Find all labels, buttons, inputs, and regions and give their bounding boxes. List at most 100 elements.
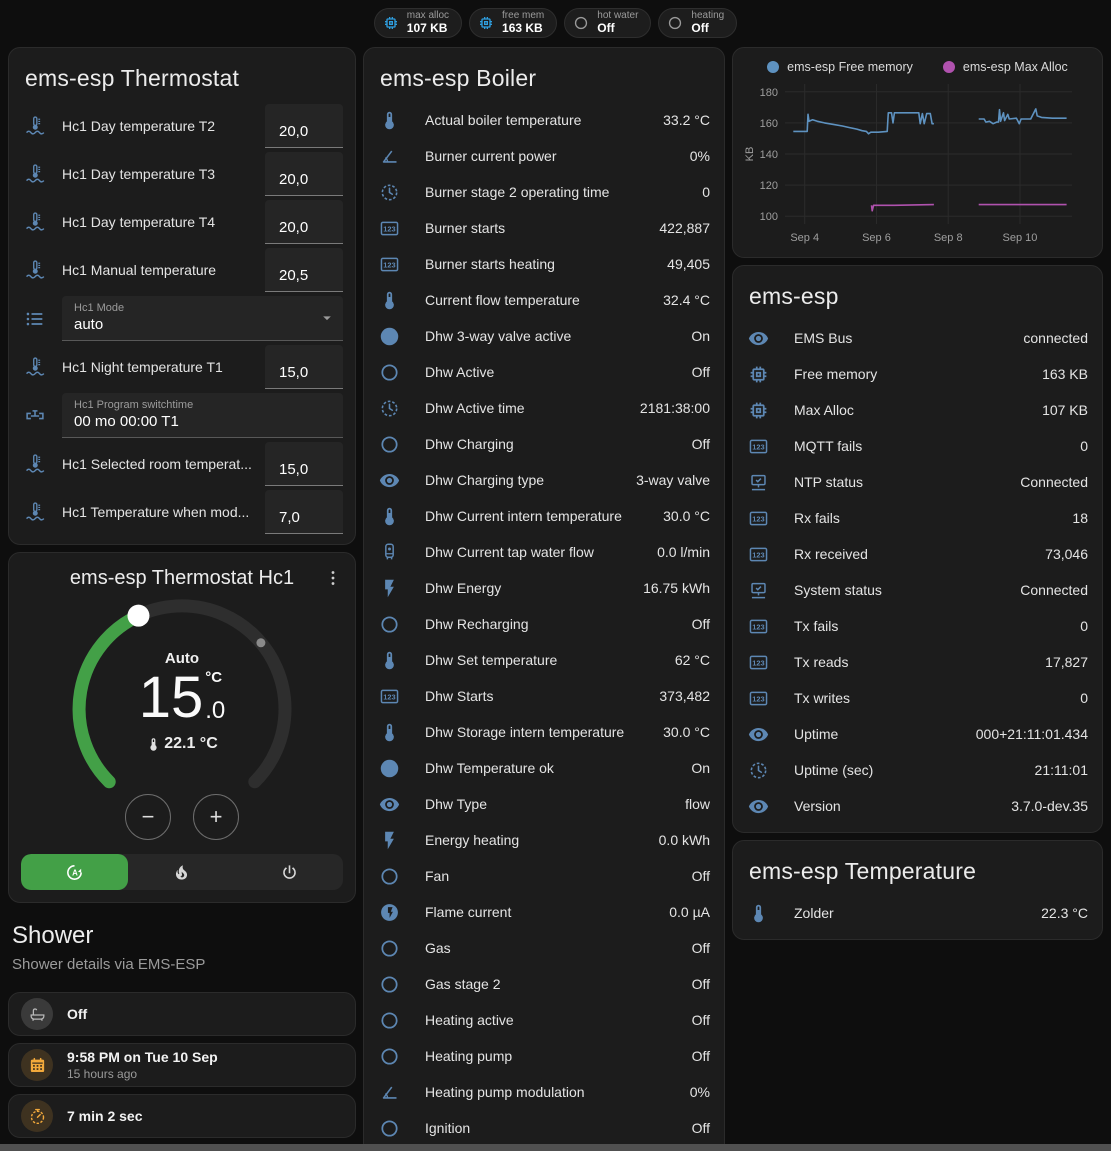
- entity-row[interactable]: Burner stage 2 operating time 0: [364, 174, 724, 210]
- entity-row[interactable]: Burner current power 0%: [364, 138, 724, 174]
- entity-row[interactable]: Dhw Storage intern temperature 30.0 °C: [364, 714, 724, 750]
- entity-row[interactable]: Dhw Current tap water flow 0.0 l/min: [364, 534, 724, 570]
- badge-heating[interactable]: heating Off: [658, 8, 738, 38]
- more-menu-button[interactable]: [317, 563, 349, 595]
- entity-row[interactable]: Ignition Off: [364, 1110, 724, 1146]
- entity-row[interactable]: Flame current 0.0 µA: [364, 894, 724, 930]
- thermostat-row: Hc1 Manual temperature: [9, 246, 355, 294]
- horizontal-scrollbar[interactable]: [0, 1144, 1111, 1151]
- entity-row[interactable]: NTP status Connected: [733, 464, 1102, 500]
- number-entity-label: Hc1 Manual temperature: [62, 262, 217, 278]
- shower-item[interactable]: Off: [8, 992, 356, 1036]
- legend-label: ems-esp Free memory: [787, 60, 913, 74]
- circle-icon: [667, 15, 683, 31]
- entity-row[interactable]: Dhw Active Off: [364, 354, 724, 390]
- legend-item[interactable]: ems-esp Max Alloc: [942, 60, 1068, 74]
- hvac-mode-auto-button[interactable]: [21, 854, 129, 890]
- badge-label: max alloc: [406, 10, 450, 22]
- entity-row[interactable]: Heating pump modulation 0%: [364, 1074, 724, 1110]
- circle-icon: [379, 974, 400, 995]
- entity-row[interactable]: Dhw Type flow: [364, 786, 724, 822]
- number-input[interactable]: [265, 442, 343, 486]
- entity-row[interactable]: Dhw Current intern temperature 30.0 °C: [364, 498, 724, 534]
- entity-row[interactable]: Tx reads 17,827: [733, 644, 1102, 680]
- entity-row[interactable]: Version 3.7.0-dev.35: [733, 788, 1102, 824]
- legend-item[interactable]: ems-esp Free memory: [767, 60, 913, 74]
- entity-value: 0%: [689, 1084, 710, 1100]
- entity-value: 22.3 °C: [1041, 905, 1088, 921]
- number-input[interactable]: [265, 248, 343, 292]
- hvac-mode-heat-button[interactable]: [128, 854, 235, 890]
- entity-row[interactable]: MQTT fails 0: [733, 428, 1102, 464]
- entity-row[interactable]: Energy heating 0.0 kWh: [364, 822, 724, 858]
- entity-row[interactable]: EMS Bus connected: [733, 320, 1102, 356]
- eye-icon: [748, 796, 769, 817]
- svg-text:140: 140: [760, 149, 778, 161]
- circle-icon: [379, 1010, 400, 1031]
- entity-row[interactable]: Actual boiler temperature 33.2 °C: [364, 102, 724, 138]
- entity-value: Off: [691, 1120, 710, 1136]
- text-field[interactable]: Hc1 Program switchtime 00 mo 00:00 T1: [62, 393, 343, 438]
- coolant-icon: [24, 163, 46, 185]
- entity-row[interactable]: Dhw Charging type 3-way valve: [364, 462, 724, 498]
- entity-row[interactable]: Dhw Active time 2181:38:00: [364, 390, 724, 426]
- entity-row[interactable]: Gas stage 2 Off: [364, 966, 724, 1002]
- badge-hot-water[interactable]: hot water Off: [564, 8, 652, 38]
- entity-value: 107 KB: [1042, 402, 1088, 418]
- middle-column: ems-esp Boiler Actual boiler temperature…: [363, 47, 725, 1151]
- entity-row[interactable]: Tx fails 0: [733, 608, 1102, 644]
- entity-row[interactable]: Burner starts 422,887: [364, 210, 724, 246]
- entity-row[interactable]: Dhw 3-way valve active On: [364, 318, 724, 354]
- entity-row[interactable]: System status Connected: [733, 572, 1102, 608]
- entity-row[interactable]: Dhw Starts 373,482: [364, 678, 724, 714]
- number-input[interactable]: [265, 152, 343, 196]
- entity-row[interactable]: Dhw Set temperature 62 °C: [364, 642, 724, 678]
- counter-icon: [379, 218, 400, 239]
- shower-item[interactable]: 9:58 PM on Tue 10 Sep 15 hours ago: [8, 1043, 356, 1087]
- entity-value: 0.0 l/min: [657, 544, 710, 560]
- thermostat-dial[interactable]: Auto 15 °C .0 22.1 °C: [9, 592, 355, 842]
- entity-value: 17,827: [1045, 654, 1088, 670]
- dial-arc[interactable]: [62, 592, 302, 832]
- chevron-down-icon: [317, 308, 337, 328]
- number-input[interactable]: [265, 200, 343, 244]
- entity-row[interactable]: Free memory 163 KB: [733, 356, 1102, 392]
- increase-temperature-button[interactable]: +: [193, 794, 239, 840]
- entity-row[interactable]: Dhw Recharging Off: [364, 606, 724, 642]
- entity-row[interactable]: Fan Off: [364, 858, 724, 894]
- eye-icon: [379, 794, 400, 815]
- shower-item-title: 9:58 PM on Tue 10 Sep: [67, 1049, 218, 1065]
- badge-free-mem[interactable]: free mem 163 KB: [469, 8, 558, 38]
- shower-item[interactable]: 7 min 2 sec: [8, 1094, 356, 1138]
- entity-row[interactable]: Zolder 22.3 °C: [733, 895, 1102, 931]
- number-input[interactable]: [265, 345, 343, 389]
- entity-row[interactable]: Rx fails 18: [733, 500, 1102, 536]
- entity-row[interactable]: Rx received 73,046: [733, 536, 1102, 572]
- power-icon: [280, 863, 299, 882]
- entity-row[interactable]: Current flow temperature 32.4 °C: [364, 282, 724, 318]
- entity-row[interactable]: Heating active Off: [364, 1002, 724, 1038]
- entity-row[interactable]: Tx writes 0: [733, 680, 1102, 716]
- entity-row[interactable]: Dhw Energy 16.75 kWh: [364, 570, 724, 606]
- mode-select[interactable]: Hc1 Mode auto: [62, 296, 343, 341]
- entity-row[interactable]: Gas Off: [364, 930, 724, 966]
- entity-label: Dhw Active time: [425, 400, 525, 416]
- entity-row[interactable]: Dhw Temperature ok On: [364, 750, 724, 786]
- entity-value: 000+21:11:01.434: [975, 726, 1088, 742]
- number-input[interactable]: [265, 490, 343, 534]
- badge-max-alloc[interactable]: max alloc 107 KB: [373, 8, 463, 38]
- entity-row[interactable]: Burner starts heating 49,405: [364, 246, 724, 282]
- entity-row[interactable]: Heating pump Off: [364, 1038, 724, 1074]
- decrease-temperature-button[interactable]: −: [125, 794, 171, 840]
- entity-row[interactable]: Uptime 000+21:11:01.434: [733, 716, 1102, 752]
- entity-value: 0: [1080, 690, 1088, 706]
- number-input[interactable]: [265, 104, 343, 148]
- entity-row[interactable]: Uptime (sec) 21:11:01: [733, 752, 1102, 788]
- hvac-mode-off-button[interactable]: [236, 854, 343, 890]
- entity-label: Gas: [425, 940, 451, 956]
- circle-icon: [379, 614, 400, 635]
- entity-row[interactable]: Dhw Charging Off: [364, 426, 724, 462]
- entity-row[interactable]: Max Alloc 107 KB: [733, 392, 1102, 428]
- dial-handle[interactable]: [127, 604, 150, 627]
- entity-value: 2181:38:00: [639, 400, 710, 416]
